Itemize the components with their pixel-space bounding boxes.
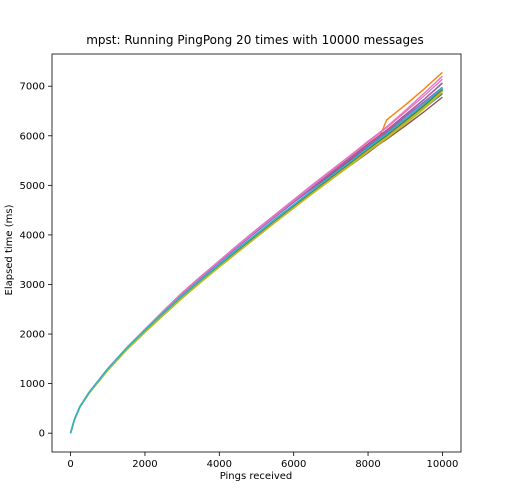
x-tick-label: 10000 xyxy=(427,459,459,470)
x-tick-label: 6000 xyxy=(281,459,306,470)
x-tick-label: 8000 xyxy=(355,459,380,470)
y-tick-label: 7000 xyxy=(20,82,45,93)
x-tick-label: 0 xyxy=(67,459,73,470)
chart-title: mpst: Running PingPong 20 times with 100… xyxy=(86,33,424,47)
series-lines xyxy=(69,71,443,434)
y-tick-label: 6000 xyxy=(20,131,45,142)
x-tick-label: 2000 xyxy=(132,459,157,470)
x-axis-label: Pings received xyxy=(220,471,293,482)
y-tick-label: 1000 xyxy=(20,379,45,390)
y-tick-label: 0 xyxy=(39,429,45,440)
series-line-19 xyxy=(69,90,443,434)
x-tick-label: 4000 xyxy=(207,459,232,470)
y-tick-label: 4000 xyxy=(20,230,45,241)
y-tick-label: 3000 xyxy=(20,280,45,291)
y-axis-ticks: 0 1000 2000 3000 4000 5000 6000 7000 xyxy=(20,82,52,440)
y-tick-label: 2000 xyxy=(20,330,45,341)
plot-frame xyxy=(51,53,462,453)
series-line-20 xyxy=(69,86,443,434)
y-axis-label: Elapsed time (ms) xyxy=(4,204,15,295)
y-tick-label: 5000 xyxy=(20,181,45,192)
x-axis-ticks: 0 2000 4000 6000 8000 10000 xyxy=(67,452,458,470)
